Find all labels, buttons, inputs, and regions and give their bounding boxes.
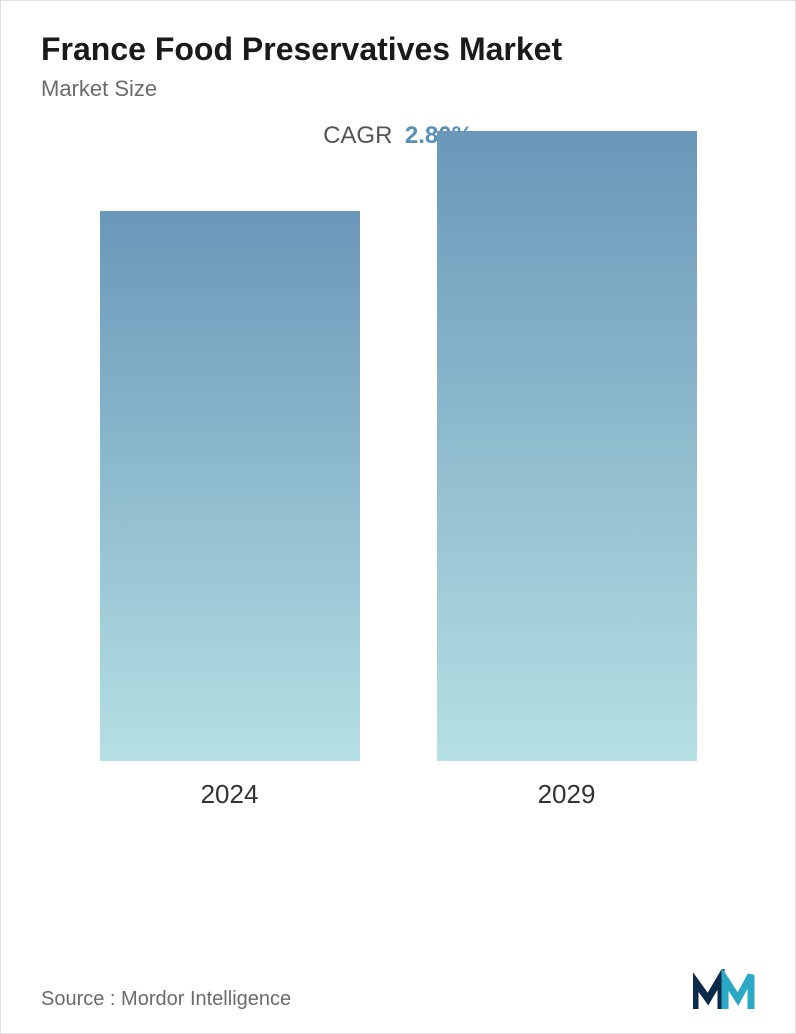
- logo-stroke-left: [695, 977, 721, 1009]
- cagr-label: CAGR: [323, 122, 392, 149]
- bar-label-2024: 2024: [201, 779, 259, 810]
- bar-group-2024: 2024: [90, 211, 370, 810]
- page-title: France Food Preservatives Market: [41, 31, 755, 68]
- bar-group-2029: 2029: [427, 131, 707, 810]
- bar-2024: [100, 211, 360, 761]
- bar-2029: [437, 131, 697, 761]
- logo-stroke-right: [725, 975, 751, 1009]
- brand-logo-icon: [693, 969, 755, 1011]
- chart-container: France Food Preservatives Market Market …: [0, 0, 796, 1034]
- chart-area: 2024 2029: [41, 170, 755, 870]
- page-subtitle: Market Size: [41, 76, 755, 102]
- footer: Source : Mordor Intelligence: [41, 969, 755, 1011]
- bars-wrap: 2024 2029: [41, 170, 755, 810]
- bar-label-2029: 2029: [538, 779, 596, 810]
- source-text: Source : Mordor Intelligence: [41, 988, 291, 1011]
